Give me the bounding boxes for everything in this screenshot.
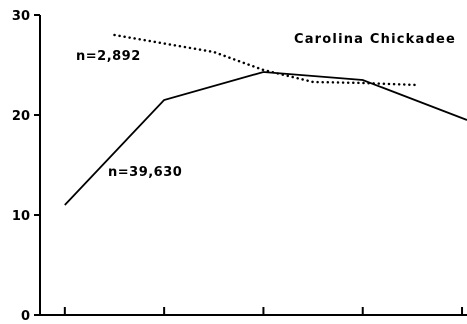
series-line-solid bbox=[64, 71, 467, 206]
chart-series bbox=[64, 33, 467, 206]
chart-title: Carolina Chickadee bbox=[294, 32, 456, 47]
y-tick-label-10: 10 bbox=[12, 209, 30, 224]
y-tick-label-20: 20 bbox=[12, 109, 30, 124]
series-line-dotted bbox=[113, 33, 419, 87]
series-label-n-2892: n=2,892 bbox=[76, 49, 141, 64]
y-tick-label-0: 0 bbox=[21, 309, 30, 324]
y-tick-label-30: 30 bbox=[12, 9, 30, 24]
series-label-n-39630: n=39,630 bbox=[108, 165, 182, 180]
chart-axes: 0 10 20 30 bbox=[12, 9, 467, 324]
